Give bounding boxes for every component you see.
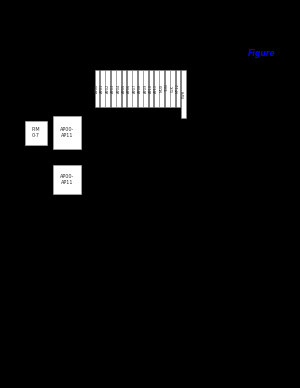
Text: AP11: AP11 — [154, 84, 158, 93]
FancyBboxPatch shape — [111, 70, 116, 107]
Text: CLK: CLK — [171, 85, 175, 92]
FancyBboxPatch shape — [127, 70, 132, 107]
Text: Figure: Figure — [248, 49, 275, 58]
Text: AP07: AP07 — [133, 84, 137, 93]
FancyBboxPatch shape — [100, 70, 105, 107]
Text: AP08: AP08 — [138, 84, 142, 93]
Text: TON: TON — [165, 85, 169, 92]
Text: AP09: AP09 — [144, 83, 148, 93]
Text: AP00: AP00 — [95, 83, 99, 93]
FancyBboxPatch shape — [52, 165, 81, 194]
FancyBboxPatch shape — [148, 70, 153, 107]
Text: AP01: AP01 — [100, 84, 104, 93]
Text: AP00-
AP11: AP00- AP11 — [60, 127, 74, 138]
FancyBboxPatch shape — [138, 70, 143, 107]
Text: AP02: AP02 — [106, 84, 110, 93]
Text: AP05: AP05 — [122, 83, 126, 93]
Text: AP04: AP04 — [117, 84, 121, 93]
FancyBboxPatch shape — [165, 70, 170, 107]
FancyBboxPatch shape — [132, 70, 137, 107]
FancyBboxPatch shape — [154, 70, 159, 107]
Text: MP12: MP12 — [176, 83, 180, 93]
FancyBboxPatch shape — [116, 70, 121, 107]
Text: AP03: AP03 — [111, 84, 115, 93]
FancyBboxPatch shape — [122, 70, 127, 107]
FancyBboxPatch shape — [105, 70, 110, 107]
FancyBboxPatch shape — [25, 121, 47, 145]
Text: AP10: AP10 — [149, 84, 153, 93]
Text: MUX: MUX — [160, 84, 164, 92]
FancyBboxPatch shape — [159, 70, 164, 107]
FancyBboxPatch shape — [143, 70, 148, 107]
FancyBboxPatch shape — [170, 70, 175, 107]
FancyBboxPatch shape — [52, 116, 81, 149]
FancyBboxPatch shape — [176, 70, 181, 107]
Text: PIM
0-7: PIM 0-7 — [32, 127, 40, 138]
Text: AP00-
AP11: AP00- AP11 — [60, 174, 74, 185]
Text: AP06: AP06 — [128, 84, 131, 93]
FancyBboxPatch shape — [94, 70, 100, 107]
FancyBboxPatch shape — [181, 70, 186, 118]
Text: PWR: PWR — [182, 90, 185, 98]
